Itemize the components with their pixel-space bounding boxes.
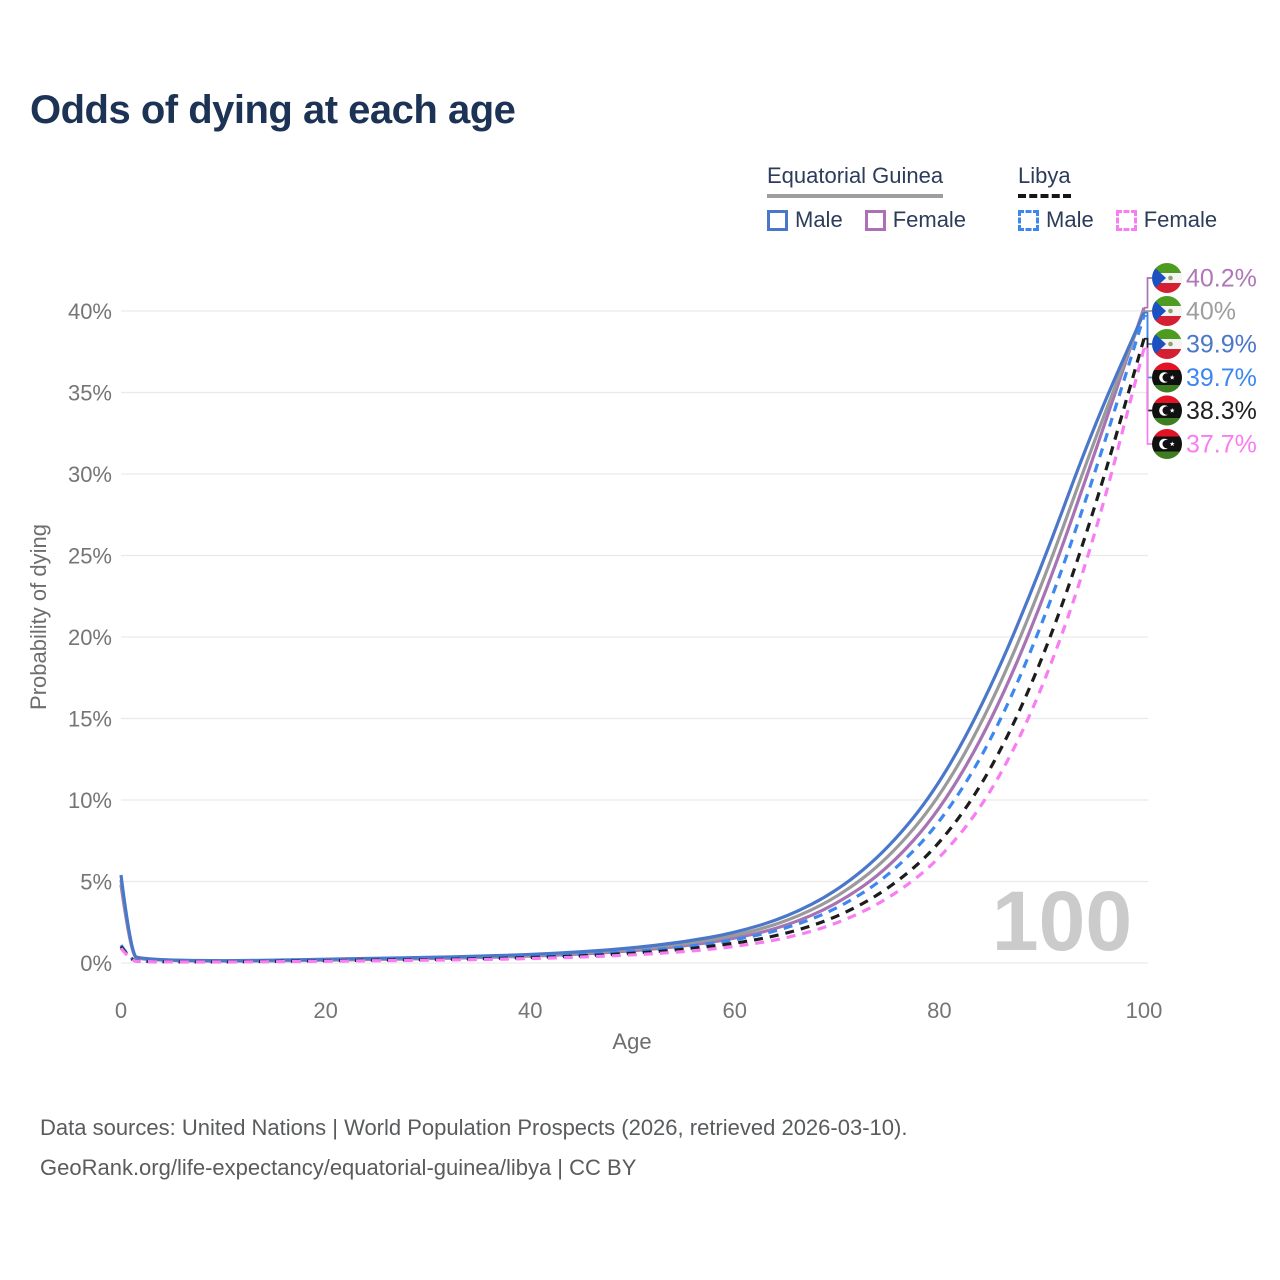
equatorial-guinea-flag-icon [1152, 296, 1182, 326]
eq-male-swatch-icon [767, 209, 788, 231]
legend-group-title: Libya [1018, 163, 1071, 198]
eq-female-swatch-icon [864, 209, 886, 231]
legend-item-label: Female [892, 207, 967, 232]
libya-flag-icon [1152, 395, 1182, 426]
ly-male-swatch-icon [1018, 209, 1040, 231]
x-tick-label: 60 [723, 998, 747, 1023]
end-value-label: 40.2% [1186, 265, 1257, 293]
legend-item-label: Female [1143, 207, 1218, 232]
y-tick-label: 35% [68, 381, 112, 406]
x-tick-label: 0 [115, 998, 127, 1023]
legend-item-eq-female: Female [864, 207, 967, 233]
y-tick-label: 30% [68, 462, 112, 487]
footer: Data sources: United Nations | World Pop… [40, 1108, 907, 1188]
series-line-libya-male [119, 315, 1146, 964]
y-tick-label: 25% [68, 544, 112, 569]
series-line-libya-female [119, 348, 1146, 964]
footer-attribution: GeoRank.org/life-expectancy/equatorial-g… [40, 1155, 637, 1180]
legend-group-equatorial-guinea: Equatorial Guinea Male Female [767, 163, 966, 233]
libya-flag-icon [1152, 429, 1182, 459]
series-line-equatorial-guinea-both [119, 310, 1146, 963]
y-tick-label: 15% [68, 707, 112, 732]
y-tick-label: 0% [80, 951, 112, 976]
legend-item-ly-male: Male [1018, 207, 1094, 233]
y-axis-title: Probability of dying [26, 524, 51, 710]
page-title: Odds of dying at each age [30, 88, 516, 132]
legend-item-eq-male: Male [767, 207, 843, 233]
legend-group-libya: Libya Male Female [1018, 163, 1217, 233]
y-tick-label: 10% [68, 788, 112, 813]
equatorial-guinea-flag-icon [1152, 263, 1182, 293]
series-line-libya-both [119, 338, 1146, 964]
end-label-connector [1144, 277, 1152, 309]
x-tick-label: 40 [518, 998, 542, 1023]
end-value-label: 40% [1186, 298, 1236, 326]
equatorial-guinea-flag-icon [1152, 329, 1182, 359]
age-watermark: 100 [992, 874, 1132, 968]
x-axis-title: Age [612, 1029, 651, 1054]
x-tick-label: 100 [1126, 998, 1163, 1023]
y-tick-label: 40% [68, 299, 112, 324]
legend-item-label: Male [795, 207, 843, 232]
footer-data-sources: Data sources: United Nations | World Pop… [40, 1115, 908, 1140]
end-value-label: 37.7% [1186, 431, 1257, 459]
y-tick-label: 20% [68, 625, 112, 650]
series-line-equatorial-guinea-female [119, 307, 1146, 963]
x-tick-label: 80 [927, 998, 951, 1023]
ly-female-swatch-icon [1115, 209, 1137, 231]
end-value-label: 38.3% [1186, 397, 1257, 425]
legend-group-title: Equatorial Guinea [767, 163, 944, 198]
legend-items: Male Female [1018, 207, 1217, 233]
end-value-label: 39.9% [1186, 331, 1257, 359]
legend: Equatorial Guinea Male Female Libya Male [767, 163, 1217, 233]
legend-items: Male Female [767, 207, 966, 233]
legend-item-label: Male [1046, 207, 1094, 232]
legend-item-ly-female: Female [1115, 207, 1218, 233]
end-label-connector [1144, 347, 1152, 445]
end-value-label: 39.7% [1186, 364, 1257, 392]
y-tick-label: 5% [80, 870, 112, 895]
libya-flag-icon [1152, 362, 1182, 393]
x-tick-label: 20 [313, 998, 337, 1023]
